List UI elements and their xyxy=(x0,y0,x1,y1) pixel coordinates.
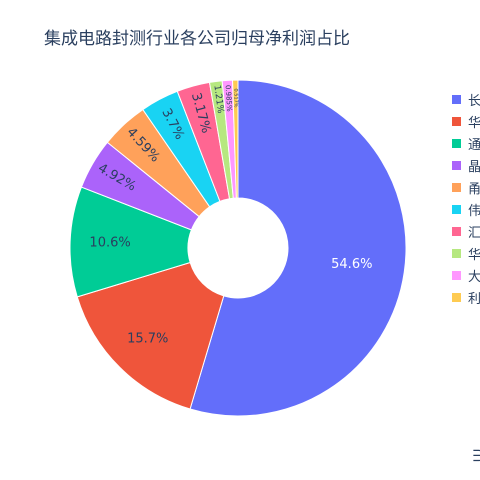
pie-slice-2[interactable] xyxy=(76,261,225,410)
legend-swatch xyxy=(452,94,461,104)
pie-slice-1[interactable] xyxy=(189,79,407,417)
chart-title: 集成电路封测行业各公司归母净利润占比 xyxy=(44,29,350,49)
slice-label-8: 1.21% xyxy=(211,84,225,114)
legend-label: 利 xyxy=(468,291,480,307)
legend-label: 华 xyxy=(468,247,480,263)
legend-swatch xyxy=(452,182,461,192)
legend-swatch xyxy=(452,160,461,170)
legend-swatch xyxy=(452,204,461,214)
legend-item-9[interactable]: 大 xyxy=(452,264,480,286)
pie-slice-10[interactable] xyxy=(232,79,239,199)
legend-item-7[interactable]: 汇 xyxy=(452,220,480,242)
legend-swatch xyxy=(452,248,461,258)
slice-label-10: 0.517% xyxy=(232,88,238,107)
legend-label: 长 xyxy=(468,93,480,109)
slice-label-3: 10.6% xyxy=(89,236,130,251)
legend-swatch xyxy=(452,292,461,302)
legend[interactable]: 长华通晶甬伟汇华大利 xyxy=(452,88,480,308)
legend-label: 汇 xyxy=(468,225,480,241)
legend-item-2[interactable]: 华 xyxy=(452,110,480,132)
legend-item-10[interactable]: 利 xyxy=(452,286,480,308)
legend-item-1[interactable]: 长 xyxy=(452,88,480,110)
slice-label-9: 0.985% xyxy=(224,85,234,112)
legend-label: 甬 xyxy=(468,181,480,197)
legend-label: 大 xyxy=(468,269,480,285)
slice-label-1: 54.6% xyxy=(331,257,372,272)
slice-label-2: 15.7% xyxy=(127,331,168,346)
legend-item-4[interactable]: 晶 xyxy=(452,154,480,176)
legend-item-3[interactable]: 通 xyxy=(452,132,480,154)
legend-label: 晶 xyxy=(468,159,480,175)
pie-slice-3[interactable] xyxy=(69,186,193,298)
legend-label: 华 xyxy=(468,115,480,131)
legend-item-8[interactable]: 华 xyxy=(452,242,480,264)
legend-label: 伟 xyxy=(468,203,480,219)
legend-item-5[interactable]: 甬 xyxy=(452,176,480,198)
slices-group xyxy=(69,79,407,417)
legend-swatch xyxy=(452,116,461,126)
legend-item-6[interactable]: 伟 xyxy=(452,198,480,220)
legend-swatch xyxy=(452,138,461,148)
legend-swatch xyxy=(452,270,461,280)
legend-label: 通 xyxy=(468,137,480,153)
source-note: ∋ xyxy=(472,446,480,465)
legend-swatch xyxy=(452,226,461,236)
